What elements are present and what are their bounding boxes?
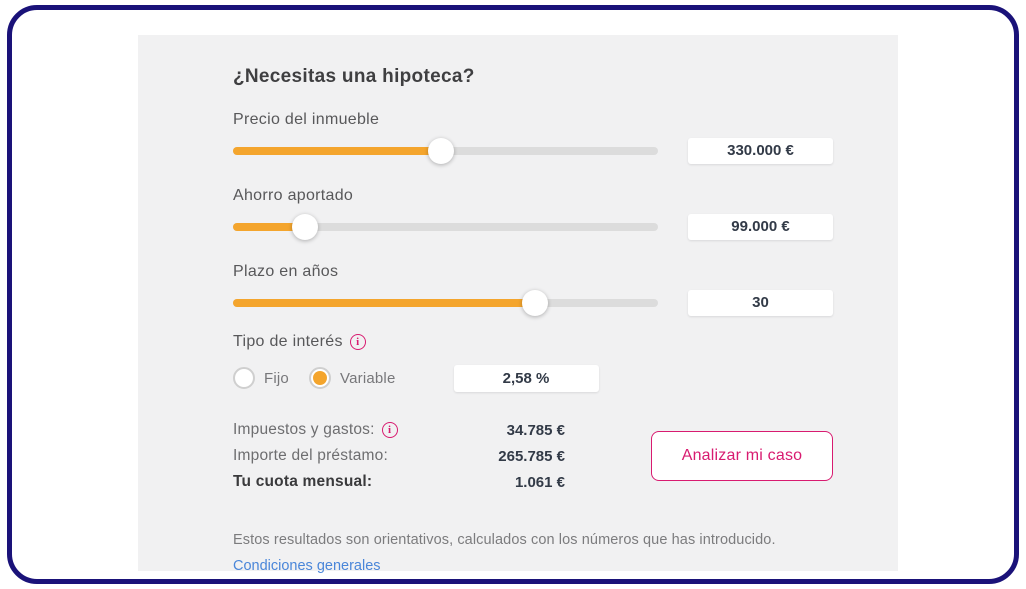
savings-value[interactable]: 99.000 € — [688, 214, 833, 240]
field-savings: Ahorro aportado 99.000 € — [233, 186, 833, 241]
summary-row-taxes: Impuestos y gastos: i 34.785 € — [233, 417, 565, 443]
slider-thumb[interactable] — [292, 214, 319, 240]
field-property-price: Precio del inmueble 330.000 € — [233, 110, 833, 165]
term-years-slider[interactable] — [233, 289, 658, 317]
slider-fill — [233, 299, 535, 307]
summary-value: 34.785 € — [506, 421, 565, 439]
info-icon[interactable]: i — [349, 334, 366, 350]
mortgage-calculator-card: ¿Necesitas una hipoteca? Precio del inmu… — [138, 35, 898, 574]
summary-row-monthly-payment: Tu cuota mensual: 1.061 € — [233, 469, 565, 495]
slider-track[interactable] — [233, 299, 658, 307]
footer: Estos resultados son orientativos, calcu… — [233, 531, 833, 575]
results-summary: Impuestos y gastos: i 34.785 € Importe d… — [233, 417, 565, 495]
general-conditions-link[interactable]: Condiciones generales — [233, 558, 381, 574]
page-frame: ¿Necesitas una hipoteca? Precio del inmu… — [7, 5, 1019, 584]
summary-label: Impuestos y gastos: — [233, 421, 375, 438]
field-term-years: Plazo en años 30 — [233, 262, 833, 317]
radio-label: Variable — [339, 369, 396, 387]
term-years-value[interactable]: 30 — [688, 290, 833, 316]
slider-thumb[interactable] — [521, 290, 548, 316]
interest-rate-value[interactable]: 2,58 % — [453, 364, 599, 392]
summary-label: Tu cuota mensual: — [233, 473, 373, 490]
savings-slider[interactable] — [233, 213, 658, 241]
slider-fill — [233, 223, 306, 231]
info-icon[interactable]: i — [381, 422, 398, 438]
analyze-case-button[interactable]: Analizar mi caso — [651, 431, 833, 481]
disclaimer-text: Estos resultados son orientativos, calcu… — [233, 532, 776, 548]
radio-fijo[interactable]: Fijo — [233, 367, 289, 389]
page-title: ¿Necesitas una hipoteca? — [233, 66, 475, 87]
summary-value: 1.061 € — [514, 473, 565, 491]
slider-thumb[interactable] — [428, 138, 455, 164]
radio-circle[interactable] — [308, 367, 331, 389]
field-label: Precio del inmueble — [233, 111, 380, 128]
property-price-value[interactable]: 330.000 € — [688, 138, 833, 164]
radio-circle[interactable] — [233, 367, 255, 389]
field-interest-type: Tipo de interés i Fijo Variable 2,58 % — [233, 332, 833, 392]
property-price-slider[interactable] — [233, 137, 658, 165]
slider-track[interactable] — [233, 223, 658, 231]
slider-fill — [233, 147, 442, 155]
radio-label: Fijo — [264, 369, 289, 387]
field-label: Ahorro aportado — [233, 187, 354, 204]
summary-row-loan-amount: Importe del préstamo: 265.785 € — [233, 443, 565, 469]
field-label: Plazo en años — [233, 263, 339, 280]
summary-value: 265.785 € — [498, 447, 565, 465]
radio-variable[interactable]: Variable — [308, 367, 396, 389]
field-label: Tipo de interés — [233, 333, 343, 350]
summary-label: Importe del préstamo: — [233, 447, 388, 464]
